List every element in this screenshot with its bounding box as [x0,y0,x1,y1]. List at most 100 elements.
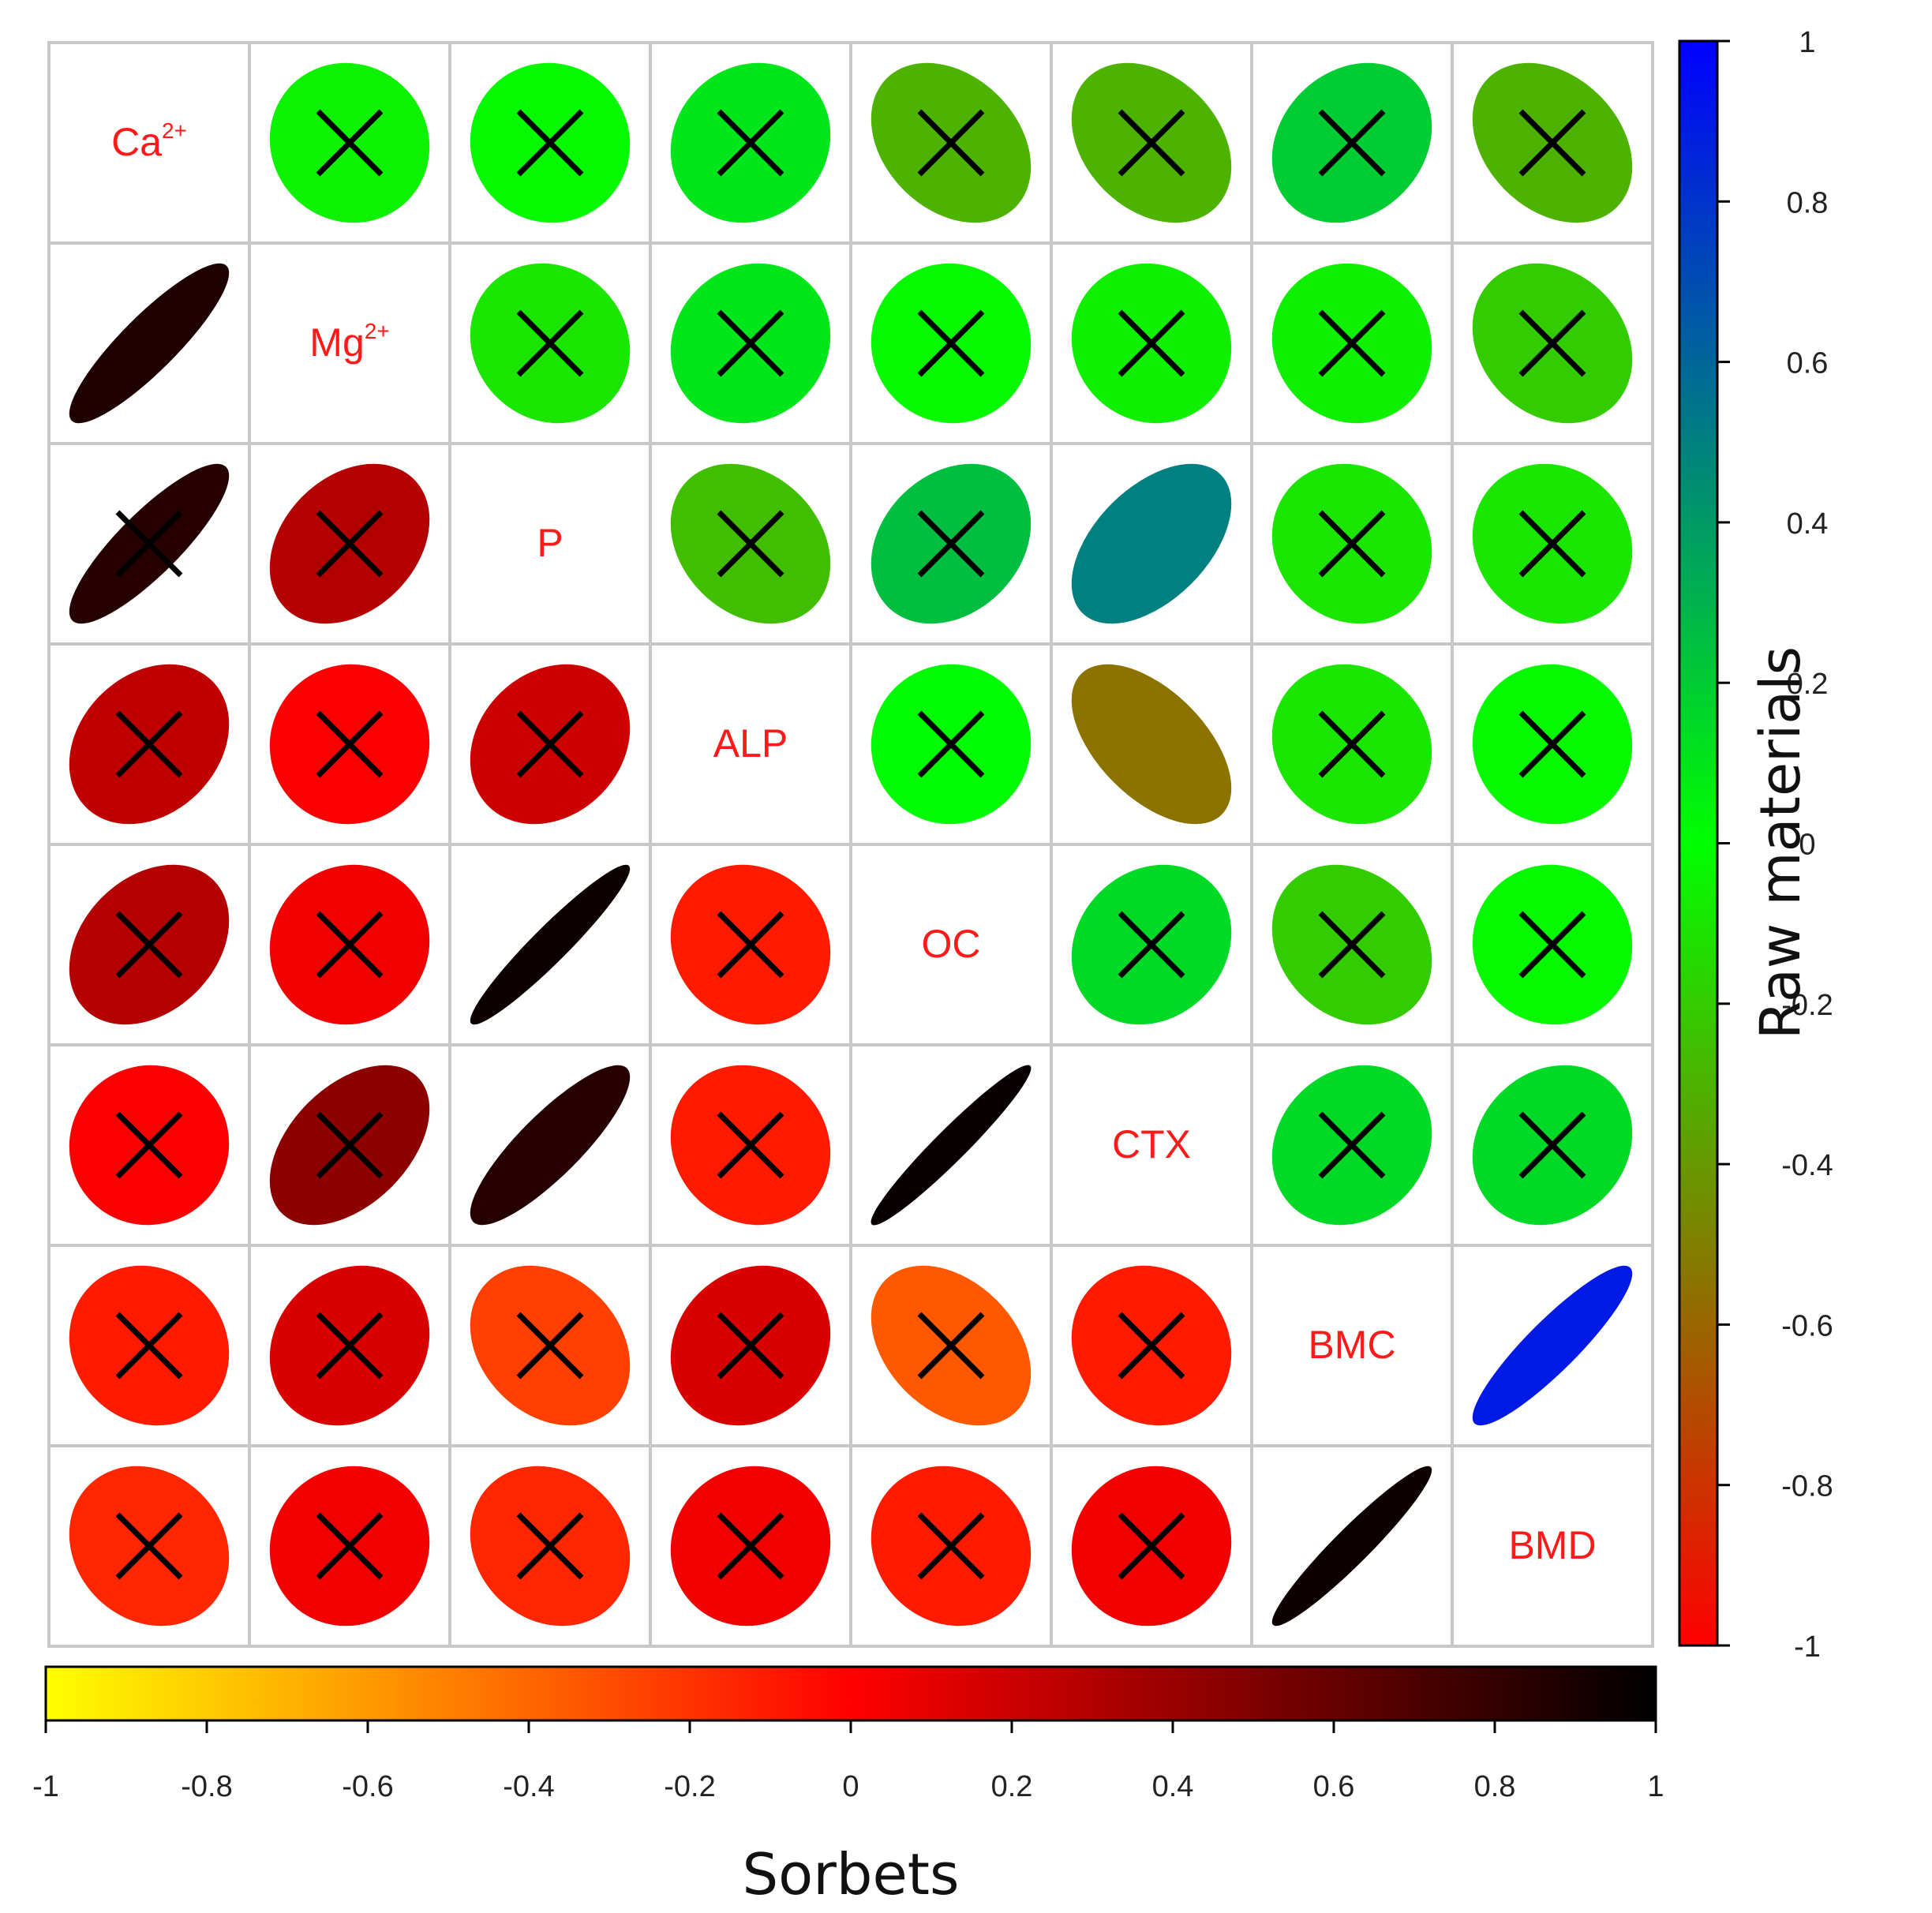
nonsignificant-cross-1-6 [1318,309,1386,377]
nonsignificant-cross-7-2 [516,1512,584,1580]
nonsignificant-cross-0-2 [516,109,584,177]
nonsignificant-cross-5-6 [1318,1111,1386,1179]
nonsignificant-cross-1-2 [516,309,584,377]
sorbets-tick-label: -1 [32,1770,59,1803]
matrix-cell-3-3 [649,642,852,846]
colorbar-ticks: 1 0.8 0.6 0.4 0.2 0 -0.2 -0.4 -0.6 -0.8 -1 -1 -0.8 -0… [32,26,1833,1803]
nonsignificant-cross-6-1 [316,1312,384,1380]
variable-label-ca: Ca2+ [111,118,187,164]
sorbets-tick-label: 0.8 [1474,1770,1516,1803]
sorbets-tick-label: 0 [842,1770,859,1803]
nonsignificant-cross-6-2 [516,1312,584,1380]
nonsignificant-cross-7-5 [1118,1512,1185,1580]
nonsignificant-cross-1-3 [717,309,784,377]
raw-ellipse-6-7 [1472,1265,1633,1426]
sorbets-tick-label: 0.4 [1152,1770,1194,1803]
nonsignificant-cross-5-0 [115,1111,183,1179]
nonsignificant-cross-6-3 [717,1312,784,1380]
matrix-cell-4-4 [849,843,1053,1046]
nonsignificant-cross-5-1 [316,1111,384,1179]
variable-label-bmc: BMC [1308,1323,1395,1367]
nonsignificant-cross-2-1 [316,510,384,578]
variable-label-mg: Mg2+ [309,319,389,365]
matrix-cell-0-0 [47,41,251,245]
nonsignificant-cross-3-7 [1518,710,1586,778]
nonsignificant-cross-4-7 [1518,911,1586,979]
raw-tick-label: -1 [1794,1630,1821,1664]
raw-tick-label: 1 [1799,26,1815,59]
nonsignificant-cross-4-0 [115,911,183,979]
variable-label-oc: OC [922,922,981,966]
nonsignificant-cross-1-5 [1118,309,1185,377]
nonsignificant-cross-1-7 [1518,309,1586,377]
raw-tick-label: 0.4 [1787,507,1829,541]
nonsignificant-cross-5-3 [717,1111,784,1179]
nonsignificant-cross-2-6 [1318,510,1386,578]
nonsignificant-cross-0-5 [1118,109,1185,177]
matrix-cells: Ca2+ Mg2+ P ALP OC CTX BMC BMD [47,41,1654,1648]
nonsignificant-cross-3-0 [115,710,183,778]
nonsignificant-cross-6-4 [917,1312,985,1380]
sorbets-tick-label: -0.8 [181,1770,232,1803]
variable-label-alp: ALP [713,721,788,766]
nonsignificant-cross-4-6 [1318,911,1386,979]
nonsignificant-cross-7-1 [316,1512,384,1580]
matrix-cell-6-6 [1250,1244,1454,1447]
matrix-cell-7-7 [1451,1444,1654,1648]
sorbets-tick-label: 0.2 [991,1770,1033,1803]
sorbet-ellipse-5-2 [470,1065,631,1226]
nonsignificant-cross-2-4 [917,510,985,578]
sorbet-ellipse-5-4 [871,1065,1032,1226]
sorbets-axis-title: Sorbets [742,1841,959,1907]
nonsignificant-cross-4-1 [316,911,384,979]
sorbets-tick-label: -0.2 [664,1770,715,1803]
raw-materials-axis-title: Raw materials [1748,646,1813,1039]
matrix-cell-5-5 [1050,1043,1253,1247]
matrix-cell-2-2 [448,442,652,646]
nonsignificant-cross-3-1 [316,710,384,778]
sorbets-tick-label: -0.6 [342,1770,393,1803]
nonsignificant-cross-7-0 [115,1512,183,1580]
sorbet-ellipse-7-6 [1271,1466,1432,1627]
raw-tick-label: 0.8 [1787,186,1829,219]
sorbets-tick-label: 0.6 [1313,1770,1355,1803]
raw-ellipse-2-5 [1071,463,1232,624]
nonsignificant-cross-2-3 [717,510,784,578]
raw-tick-label: -0.4 [1781,1149,1833,1182]
raw-tick-label: -0.2 [1781,989,1833,1022]
nonsignificant-cross-6-0 [115,1312,183,1380]
nonsignificant-cross-0-4 [917,109,985,177]
sorbet-ellipse-1-0 [69,263,230,424]
nonsignificant-cross-0-3 [717,109,784,177]
sorbet-ellipse-4-2 [470,864,631,1025]
nonsignificant-cross-6-5 [1118,1312,1185,1380]
matrix-cell-1-1 [248,241,451,445]
raw-materials-colorbar [1678,39,1719,1647]
variable-label-bmd: BMD [1508,1523,1596,1567]
nonsignificant-cross-7-4 [917,1512,985,1580]
raw-ellipse-3-5 [1071,664,1232,825]
nonsignificant-cross-0-7 [1518,109,1586,177]
variable-label-ctx: CTX [1112,1122,1191,1166]
nonsignificant-cross-1-4 [917,309,985,377]
sorbets-colorbar [44,1665,1657,1722]
nonsignificant-cross-5-7 [1518,1111,1586,1179]
raw-tick-label: 0.6 [1787,347,1829,380]
nonsignificant-cross-0-1 [316,109,384,177]
nonsignificant-cross-4-3 [717,911,784,979]
sorbets-tick-label: -0.4 [503,1770,554,1803]
sorbets-tick-label: 1 [1647,1770,1664,1803]
raw-tick-label: -0.8 [1781,1470,1833,1503]
nonsignificant-cross-7-3 [717,1512,784,1580]
raw-tick-label: 0 [1799,829,1815,862]
nonsignificant-cross-0-6 [1318,109,1386,177]
nonsignificant-cross-3-4 [917,710,985,778]
raw-tick-label: 0.2 [1787,668,1829,701]
raw-tick-label: -0.6 [1781,1309,1833,1342]
nonsignificant-cross-2-0 [115,510,183,578]
nonsignificant-cross-3-6 [1318,710,1386,778]
nonsignificant-cross-4-5 [1118,911,1185,979]
variable-label-p: P [537,521,563,565]
nonsignificant-cross-3-2 [516,710,584,778]
